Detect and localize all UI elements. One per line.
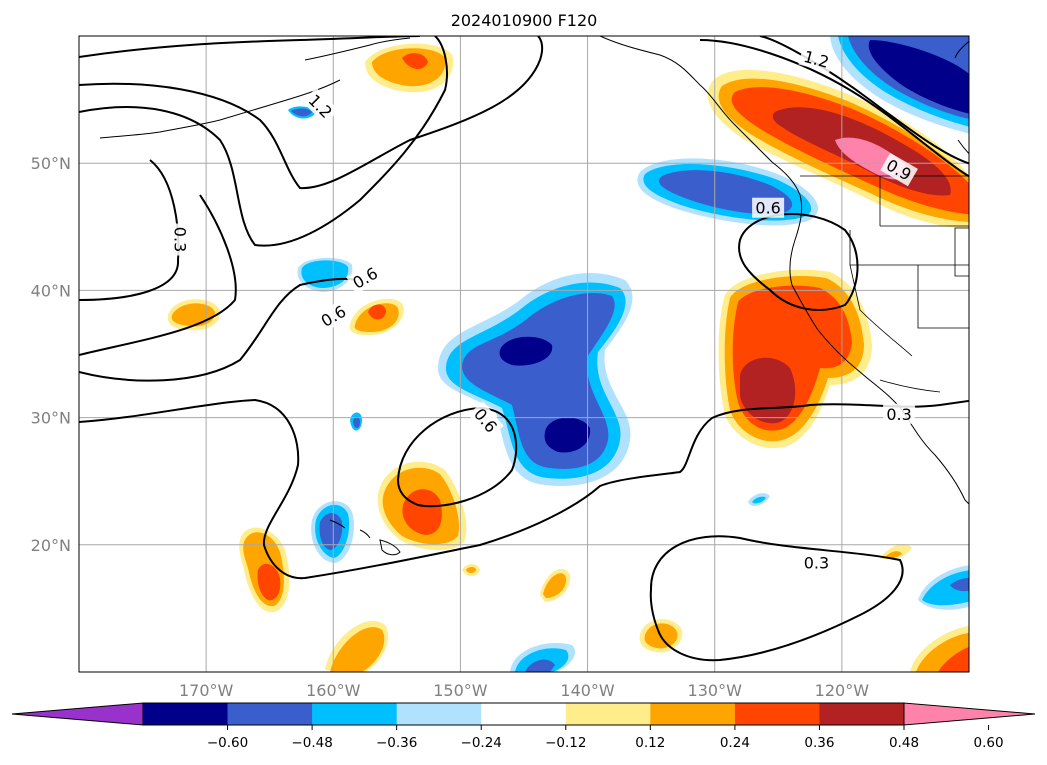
contour-label-background bbox=[880, 152, 918, 187]
colorbar-swatch bbox=[143, 703, 229, 725]
longitude-label: 120°W bbox=[815, 681, 870, 700]
colorbar-swatch bbox=[650, 703, 736, 725]
contour-label-background bbox=[800, 552, 833, 573]
longitude-label: 130°W bbox=[688, 681, 743, 700]
contour-label-background bbox=[752, 197, 785, 218]
graticule bbox=[79, 36, 969, 672]
contour-lines bbox=[79, 36, 969, 662]
colorbar-tick-label: −0.36 bbox=[376, 735, 417, 751]
colorbar-swatch bbox=[734, 703, 820, 725]
longitude-label: 170°W bbox=[179, 681, 234, 700]
longitude-label: 160°W bbox=[306, 681, 361, 700]
contour-label-background bbox=[170, 223, 191, 256]
min-anomaly-core-south bbox=[544, 417, 591, 453]
alaska-peninsula-coast bbox=[304, 37, 411, 61]
colorbar-tick-label: 0.36 bbox=[804, 735, 834, 751]
contour-label-background bbox=[798, 45, 835, 73]
colorbar-tick-label: 0.12 bbox=[635, 735, 665, 751]
colorbar-tick-label: −0.60 bbox=[207, 735, 248, 751]
colorbar: −0.60 −0.48 −0.36 −0.24 −0.12 0.12 0.24 0.36 0.4… bbox=[11, 702, 1036, 751]
map-frame bbox=[78, 35, 970, 673]
colorbar-swatch bbox=[481, 703, 567, 725]
colorbar-tick-label: 0.48 bbox=[889, 735, 919, 751]
colorbar-swatch bbox=[396, 703, 482, 725]
longitude-label: 150°W bbox=[433, 681, 488, 700]
latitude-label: 30°N bbox=[31, 409, 71, 428]
colorbar-tick-label: −0.12 bbox=[545, 735, 586, 751]
longitude-labels: 170°W 160°W 150°W 140°W 130°W 120°W bbox=[179, 681, 869, 700]
contour-label-group: 0.6 bbox=[314, 299, 353, 333]
colorbar-tick-label: −0.48 bbox=[291, 735, 332, 751]
colorbar-swatch bbox=[819, 703, 905, 725]
hawaiian-islands bbox=[329, 519, 401, 556]
colorbar-extend-high bbox=[903, 702, 1036, 726]
political-borders bbox=[800, 175, 969, 393]
colorbar-frame bbox=[142, 702, 905, 726]
contour-label-group: 0.3 bbox=[883, 403, 916, 424]
colorbar-extend-low bbox=[11, 702, 144, 726]
colorbar-swatch bbox=[312, 703, 398, 725]
contour-label: 0.3 bbox=[804, 554, 829, 573]
contour-label-group: 0.3 bbox=[800, 552, 833, 573]
contour-label: 0.6 bbox=[755, 199, 780, 218]
longitude-label: 140°W bbox=[560, 681, 615, 700]
map-title: 2024010900 F120 bbox=[451, 11, 598, 30]
shaded-anomaly-fields bbox=[167, 36, 969, 672]
min-anomaly-core-north bbox=[499, 336, 553, 366]
latitude-labels: 20°N 30°N 40°N 50°N bbox=[31, 154, 71, 555]
contour-label: 0.3 bbox=[171, 227, 190, 252]
latitude-label: 40°N bbox=[31, 281, 71, 300]
colorbar-swatch bbox=[565, 703, 651, 725]
contour-label-group: 0.3 bbox=[170, 223, 191, 256]
colorbar-swatch bbox=[227, 703, 313, 725]
colorbar-tick-label: 0.60 bbox=[974, 735, 1004, 751]
latitude-label: 50°N bbox=[31, 154, 71, 173]
colorbar-tick-label: −0.24 bbox=[461, 735, 502, 751]
contour-label-background bbox=[302, 87, 339, 125]
aleutian-islands bbox=[99, 79, 341, 139]
colorbar-tick-label: 0.24 bbox=[720, 735, 750, 751]
map-panel: 0.31.20.60.60.60.30.30.61.20.9 20°N30°N4… bbox=[31, 35, 970, 700]
contour-label-background bbox=[883, 403, 916, 424]
contour-label: 0.3 bbox=[886, 405, 911, 424]
contour-label-background bbox=[346, 261, 384, 295]
latitude-label: 20°N bbox=[31, 536, 71, 555]
contour-label-background bbox=[467, 401, 504, 439]
contour-label-group: 0.6 bbox=[752, 197, 785, 218]
contour-label-group: 1.2 bbox=[798, 45, 835, 73]
contour-label-background bbox=[314, 299, 353, 333]
